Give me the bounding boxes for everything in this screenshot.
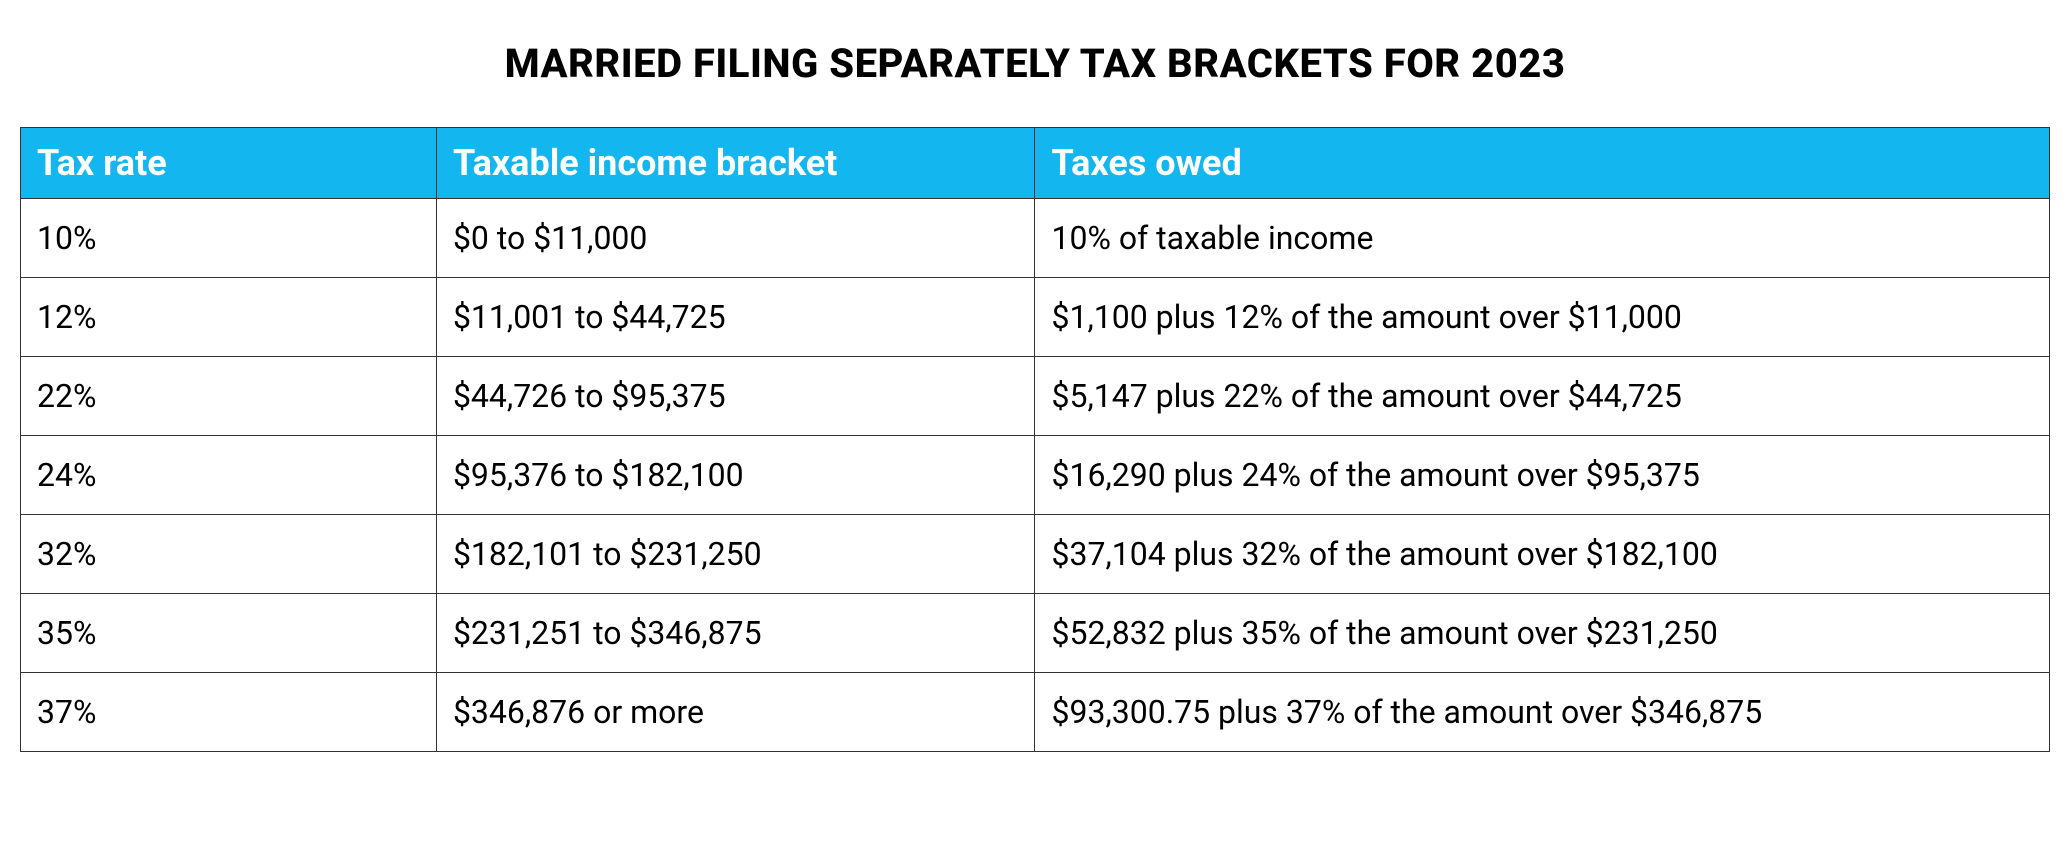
col-header-owed: Taxes owed: [1035, 128, 2050, 199]
cell-owed: $93,300.75 plus 37% of the amount over $…: [1035, 673, 2050, 752]
table-header: Tax rate Taxable income bracket Taxes ow…: [21, 128, 2050, 199]
table-body: 10% $0 to $11,000 10% of taxable income …: [21, 199, 2050, 752]
cell-rate: 22%: [21, 357, 437, 436]
table-row: 10% $0 to $11,000 10% of taxable income: [21, 199, 2050, 278]
cell-bracket: $0 to $11,000: [436, 199, 1035, 278]
cell-rate: 32%: [21, 515, 437, 594]
table-row: 24% $95,376 to $182,100 $16,290 plus 24%…: [21, 436, 2050, 515]
content-container: MARRIED FILING SEPARATELY TAX BRACKETS F…: [20, 40, 2050, 752]
table-row: 32% $182,101 to $231,250 $37,104 plus 32…: [21, 515, 2050, 594]
cell-rate: 35%: [21, 594, 437, 673]
col-header-bracket: Taxable income bracket: [436, 128, 1035, 199]
col-header-rate: Tax rate: [21, 128, 437, 199]
cell-owed: 10% of taxable income: [1035, 199, 2050, 278]
table-header-row: Tax rate Taxable income bracket Taxes ow…: [21, 128, 2050, 199]
table-row: 22% $44,726 to $95,375 $5,147 plus 22% o…: [21, 357, 2050, 436]
table-row: 12% $11,001 to $44,725 $1,100 plus 12% o…: [21, 278, 2050, 357]
cell-rate: 10%: [21, 199, 437, 278]
cell-owed: $5,147 plus 22% of the amount over $44,7…: [1035, 357, 2050, 436]
page-title: MARRIED FILING SEPARATELY TAX BRACKETS F…: [20, 40, 2050, 87]
cell-owed: $37,104 plus 32% of the amount over $182…: [1035, 515, 2050, 594]
cell-bracket: $182,101 to $231,250: [436, 515, 1035, 594]
cell-bracket: $95,376 to $182,100: [436, 436, 1035, 515]
cell-owed: $16,290 plus 24% of the amount over $95,…: [1035, 436, 2050, 515]
table-row: 35% $231,251 to $346,875 $52,832 plus 35…: [21, 594, 2050, 673]
cell-owed: $52,832 plus 35% of the amount over $231…: [1035, 594, 2050, 673]
cell-rate: 37%: [21, 673, 437, 752]
cell-bracket: $231,251 to $346,875: [436, 594, 1035, 673]
cell-bracket: $11,001 to $44,725: [436, 278, 1035, 357]
table-row: 37% $346,876 or more $93,300.75 plus 37%…: [21, 673, 2050, 752]
cell-bracket: $44,726 to $95,375: [436, 357, 1035, 436]
cell-bracket: $346,876 or more: [436, 673, 1035, 752]
tax-brackets-table: Tax rate Taxable income bracket Taxes ow…: [20, 127, 2050, 752]
cell-rate: 12%: [21, 278, 437, 357]
cell-owed: $1,100 plus 12% of the amount over $11,0…: [1035, 278, 2050, 357]
cell-rate: 24%: [21, 436, 437, 515]
